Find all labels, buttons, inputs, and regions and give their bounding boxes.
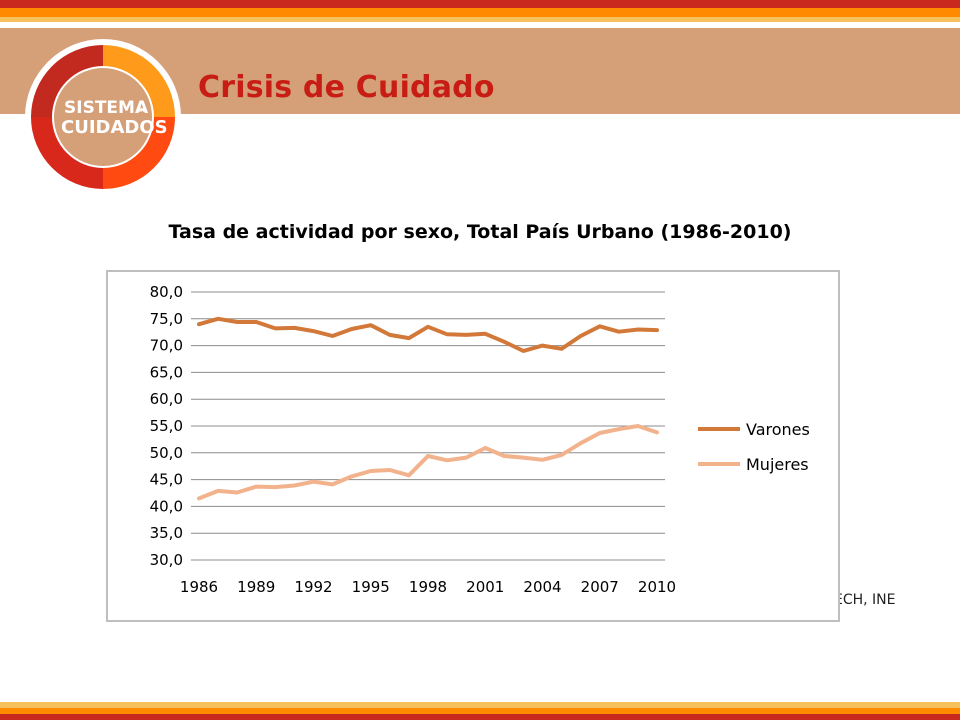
logo-word-cuidados: CUIDADOS [61,117,168,138]
top-stripe-red [0,0,960,8]
chart-title: Tasa de actividad por sexo, Total País U… [168,221,792,243]
x-tick-label: 2010 [638,578,676,596]
y-tick-label: 80,0 [150,283,183,301]
sistema-de-cuidados-logo: SISTEMA DE CUIDADOS [25,39,181,195]
grid-layer [191,291,665,561]
x-tick-label: 2004 [523,578,561,596]
series-line-mujeres [197,424,659,501]
x-tick-label: 1986 [180,578,218,596]
x-tick-label: 1989 [237,578,275,596]
bottom-stripe-yellow [0,702,960,708]
slide-title: Crisis de Cuidado [198,70,495,105]
activity-rate-chart: 30,0 35,0 40,0 45,0 50,0 55,0 60,0 65,0 70,0 75,0… [150,283,810,596]
logo-segment-orange [103,45,175,117]
y-tick-label: 45,0 [150,471,183,489]
y-tick-label: 55,0 [150,417,183,435]
x-tick-label: 2001 [466,578,504,596]
top-stripe-orange [0,8,960,17]
bottom-stripe-orange [0,708,960,714]
legend-label-varones: Varones [746,420,810,439]
chart-frame [106,270,840,622]
x-tick-label: 1995 [352,578,390,596]
logo-word-sistema: SISTEMA [64,98,149,118]
y-tick-label: 65,0 [150,363,183,381]
x-tick-label: 1998 [409,578,447,596]
top-stripe-white [0,22,960,28]
y-tick-label: 75,0 [150,310,183,328]
logo-word-de: DE [138,107,147,114]
logo-inner-disc [54,68,152,166]
x-tick-label: 2007 [581,578,619,596]
y-tick-label: 40,0 [150,497,183,515]
logo-segment-red-orange [103,117,175,189]
series-line-varones [197,316,659,353]
x-axis-ticks: 1986 1989 1992 1995 1998 2001 2004 2007 2010 [180,578,676,596]
y-axis-ticks: 30,0 35,0 40,0 45,0 50,0 55,0 60,0 65,0 70,0 75,0… [150,283,183,569]
y-tick-label: 50,0 [150,444,183,462]
top-stripe-yellow [0,17,960,22]
logo-segment-dark-red [31,45,103,117]
y-tick-label: 70,0 [150,337,183,355]
y-tick-label: 60,0 [150,390,183,408]
series-layer [197,316,659,501]
x-tick-label: 1992 [294,578,332,596]
y-tick-label: 30,0 [150,551,183,569]
y-tick-label: 35,0 [150,524,183,542]
logo-segment-red [31,117,103,189]
source-note: ECH, INE [834,592,896,608]
legend: Varones Mujeres [698,420,810,474]
legend-label-mujeres: Mujeres [746,455,809,474]
bottom-stripe-red [0,714,960,720]
